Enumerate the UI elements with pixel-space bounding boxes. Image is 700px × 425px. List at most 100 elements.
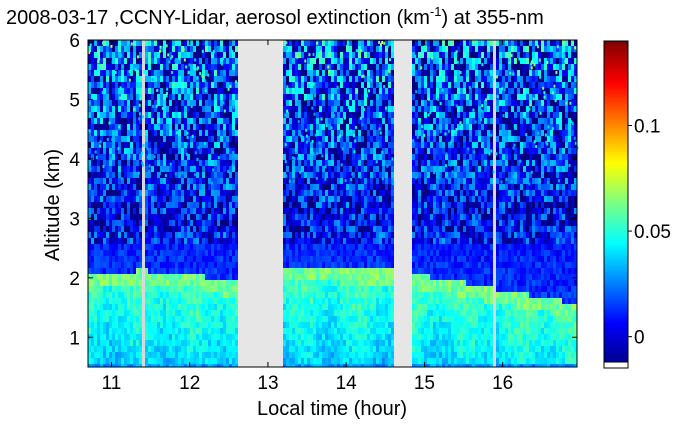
heatmap-cell xyxy=(109,106,112,112)
heatmap-cell xyxy=(313,52,316,58)
heatmap-cell xyxy=(103,202,106,208)
heatmap-cell xyxy=(316,352,319,358)
heatmap-cell xyxy=(235,160,238,166)
heatmap-cell xyxy=(322,166,325,172)
heatmap-cell xyxy=(130,352,133,358)
heatmap-cell xyxy=(385,232,388,238)
heatmap-cell xyxy=(184,52,187,58)
heatmap-cell xyxy=(181,196,184,202)
heatmap-cell xyxy=(223,352,226,358)
heatmap-cell xyxy=(172,142,175,148)
heatmap-cell xyxy=(385,256,388,262)
heatmap-cell xyxy=(379,172,382,178)
heatmap-cell xyxy=(142,358,145,364)
heatmap-cell xyxy=(358,46,361,52)
heatmap-cell xyxy=(223,160,226,166)
heatmap-cell xyxy=(376,298,379,304)
heatmap-cell xyxy=(337,232,340,238)
heatmap-cell xyxy=(163,142,166,148)
heatmap-cell xyxy=(304,220,307,226)
heatmap-cell xyxy=(313,214,316,220)
heatmap-cell xyxy=(307,340,310,346)
heatmap-cell xyxy=(94,238,97,244)
heatmap-cell xyxy=(349,154,352,160)
heatmap-cell xyxy=(295,112,298,118)
heatmap-cell xyxy=(97,160,100,166)
heatmap-cell xyxy=(220,364,223,367)
heatmap-cell xyxy=(232,190,235,196)
heatmap-cell xyxy=(316,142,319,148)
heatmap-cell xyxy=(289,286,292,292)
heatmap-cell xyxy=(313,100,316,106)
heatmap-cell xyxy=(349,124,352,130)
heatmap-cell xyxy=(373,76,376,82)
heatmap-cell xyxy=(205,226,208,232)
heatmap-cell xyxy=(217,346,220,352)
heatmap-cell xyxy=(340,190,343,196)
heatmap-cell xyxy=(328,190,331,196)
heatmap-cell xyxy=(388,136,391,142)
heatmap-cell xyxy=(151,232,154,238)
heatmap-cell xyxy=(388,118,391,124)
heatmap-cell xyxy=(112,88,115,94)
heatmap-cell xyxy=(88,298,91,304)
heatmap-cell xyxy=(358,220,361,226)
heatmap-cell xyxy=(358,106,361,112)
heatmap-cell xyxy=(283,82,286,88)
heatmap-cell xyxy=(391,220,394,226)
heatmap-cell xyxy=(229,52,232,58)
heatmap-cell xyxy=(421,58,424,64)
heatmap-cell xyxy=(160,106,163,112)
heatmap-cell xyxy=(124,52,127,58)
heatmap-cell xyxy=(370,40,373,46)
heatmap-cell xyxy=(340,262,343,268)
heatmap-cell xyxy=(391,340,394,346)
heatmap-cell xyxy=(190,160,193,166)
heatmap-cell xyxy=(358,100,361,106)
heatmap-cell xyxy=(220,286,223,292)
heatmap-cell xyxy=(169,64,172,70)
heatmap-cell xyxy=(211,178,214,184)
heatmap-cell xyxy=(286,124,289,130)
heatmap-cell xyxy=(292,364,295,367)
heatmap-cell xyxy=(211,340,214,346)
heatmap-cell xyxy=(100,94,103,100)
heatmap-cell xyxy=(295,124,298,130)
heatmap-cell xyxy=(103,166,106,172)
heatmap-cell xyxy=(289,220,292,226)
heatmap-cell xyxy=(286,58,289,64)
heatmap-cell xyxy=(175,160,178,166)
heatmap-cell xyxy=(418,268,421,274)
heatmap-cell xyxy=(361,172,364,178)
heatmap-cell xyxy=(196,268,199,274)
heatmap-cell xyxy=(97,142,100,148)
heatmap-cell xyxy=(190,112,193,118)
heatmap-cell xyxy=(94,154,97,160)
heatmap-cell xyxy=(181,178,184,184)
heatmap-cell xyxy=(367,178,370,184)
heatmap-cell xyxy=(292,94,295,100)
heatmap-cell xyxy=(349,256,352,262)
heatmap-cell xyxy=(178,76,181,82)
heatmap-cell xyxy=(334,232,337,238)
heatmap-cell xyxy=(181,172,184,178)
heatmap-cell xyxy=(115,298,118,304)
heatmap-cell xyxy=(115,274,118,280)
heatmap-cell xyxy=(292,106,295,112)
heatmap-cell xyxy=(307,268,310,274)
heatmap-cell xyxy=(160,190,163,196)
heatmap-cell xyxy=(184,316,187,322)
heatmap-cell xyxy=(187,238,190,244)
heatmap-cell xyxy=(346,136,349,142)
heatmap-cell xyxy=(190,250,193,256)
heatmap-cell xyxy=(391,202,394,208)
heatmap-cell xyxy=(292,184,295,190)
heatmap-cell xyxy=(160,130,163,136)
heatmap-cell xyxy=(88,202,91,208)
heatmap-cell xyxy=(292,142,295,148)
heatmap-cell xyxy=(226,340,229,346)
heatmap-cell xyxy=(112,274,115,280)
heatmap-cell xyxy=(181,226,184,232)
heatmap-cell xyxy=(211,364,214,367)
heatmap-cell xyxy=(328,232,331,238)
